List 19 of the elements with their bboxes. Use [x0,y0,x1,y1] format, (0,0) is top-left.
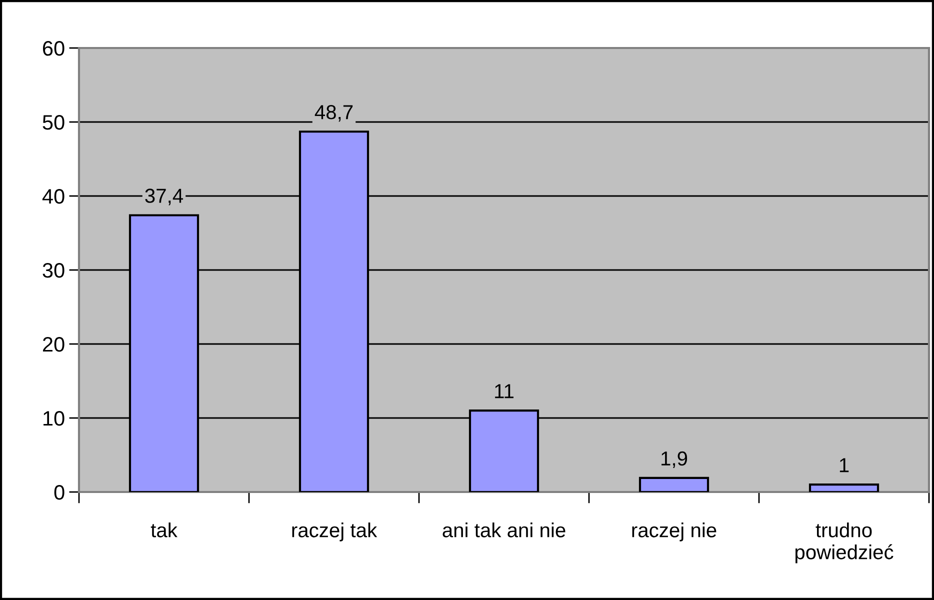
data-label: 1 [840,458,849,472]
data-label: 1,9 [662,451,688,468]
bar [638,476,710,492]
x-tick-label: trudno powiedzieć [795,522,894,564]
y-tick-label: 0 [54,485,64,500]
y-tick-label: 30 [42,263,64,278]
data-label: 37,4 [145,188,184,206]
x-tick-label: ani tak ani nie [442,522,566,538]
y-tick-label: 20 [42,337,64,352]
y-tick-label: 50 [42,115,64,130]
data-label: 11 [495,384,514,398]
y-tick-label: 60 [43,41,64,56]
data-label: 48,7 [314,105,353,122]
x-tick-label: raczej nie [632,522,716,542]
y-tick-label: 40 [42,189,64,204]
bar [808,484,880,492]
x-tick-label: tak [150,522,178,538]
x-tick-label: raczej tak [292,522,378,542]
y-tick-label: 10 [44,411,64,426]
